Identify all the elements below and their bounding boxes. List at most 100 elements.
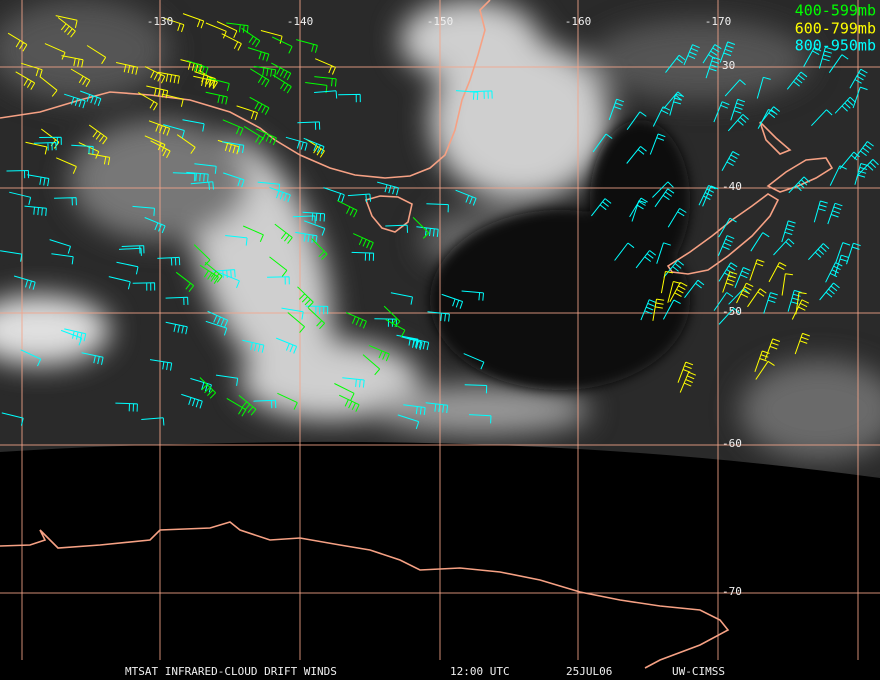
wind-barb <box>377 181 399 196</box>
wind-barb <box>759 106 781 125</box>
wind-barb <box>305 138 325 158</box>
wind-barb <box>764 338 781 360</box>
longitude-label: -130 <box>147 15 174 28</box>
wind-barb <box>24 205 47 216</box>
wind-barb <box>719 41 736 63</box>
wind-barb <box>217 139 240 155</box>
wind-barb <box>338 93 361 103</box>
wind-barb <box>121 245 145 254</box>
wind-barb <box>0 250 23 262</box>
wind-barb <box>338 394 360 412</box>
wind-barb <box>347 193 371 203</box>
wind-barb <box>25 141 48 155</box>
wind-barb <box>468 414 492 424</box>
wind-barb <box>652 298 665 321</box>
wind-barb <box>39 76 58 97</box>
wind-barb <box>635 250 657 269</box>
wind-barb <box>834 96 857 114</box>
wind-barb <box>205 320 228 336</box>
wind-barb <box>788 176 810 194</box>
wind-barb <box>362 354 381 376</box>
wind-barb <box>684 279 705 299</box>
latitude-labels: 30 -40 -50 -60 -70 <box>722 59 742 598</box>
wind-barb <box>182 119 205 132</box>
wind-barb <box>212 269 236 279</box>
wind-barb <box>315 58 336 75</box>
wind-barb <box>846 242 861 265</box>
wind-barb <box>269 187 291 203</box>
wind-barb <box>311 238 328 260</box>
wind-barb <box>390 292 413 305</box>
wind-barb <box>839 151 860 170</box>
wind-barb <box>148 120 171 136</box>
wind-barb <box>144 66 166 84</box>
wind-barb <box>7 32 28 52</box>
clouds <box>0 0 880 460</box>
wind-barb <box>592 133 613 153</box>
wind-barb <box>205 22 227 39</box>
wind-barb <box>172 172 196 182</box>
wind-barb <box>222 119 244 136</box>
wind-barb <box>754 350 770 372</box>
wind-barb <box>157 256 181 266</box>
wind-barb <box>13 275 36 290</box>
wind-barb <box>813 200 828 223</box>
wind-barb <box>722 271 738 293</box>
wind-barb <box>243 125 264 145</box>
wind-barb <box>303 137 325 154</box>
antarctica-coast <box>0 521 730 669</box>
wind-barb <box>249 96 270 115</box>
wind-barb <box>176 134 196 154</box>
wind-barb <box>199 264 219 284</box>
wind-barb <box>663 91 685 110</box>
wind-barb <box>55 15 78 29</box>
wind-barb <box>640 299 657 321</box>
wind-barb <box>718 217 737 238</box>
coastlines <box>0 0 834 669</box>
wind-barb <box>186 171 209 182</box>
wind-barb <box>416 226 439 237</box>
wind-barb <box>649 133 666 155</box>
wind-barb <box>808 243 830 261</box>
wind-barb <box>163 124 185 139</box>
wind-barb <box>276 337 298 354</box>
wind-barb <box>756 76 771 99</box>
wind-barb <box>267 276 290 285</box>
wind-barb <box>303 220 326 236</box>
wind-barb <box>216 21 238 39</box>
wind-barb <box>351 251 375 261</box>
australia-coast <box>0 0 491 179</box>
latitude-label: 30 <box>722 59 735 72</box>
wind-barb <box>342 377 365 388</box>
wind-barb <box>368 344 390 362</box>
latitude-label: -70 <box>722 585 742 598</box>
wind-barb <box>39 136 62 146</box>
wind-barb <box>461 290 484 301</box>
wind-barb <box>835 242 851 264</box>
wind-barb <box>854 163 869 185</box>
wind-barb <box>334 383 355 401</box>
wind-barb <box>80 90 102 106</box>
wind-barb <box>755 360 775 380</box>
wind-barb <box>271 36 293 54</box>
wind-barb <box>87 153 111 166</box>
wind-barb <box>57 17 76 38</box>
wind-barb <box>51 253 74 265</box>
wind-barb <box>608 98 625 121</box>
wind-barb <box>86 45 107 65</box>
wind-barb <box>218 272 240 289</box>
wind-barb <box>54 197 77 206</box>
nz-north-coast <box>759 121 834 193</box>
wind-barb <box>426 203 449 213</box>
wind-barb <box>215 374 239 386</box>
wind-barb <box>70 68 91 88</box>
wind-barb <box>857 159 879 176</box>
wind-barb <box>663 260 685 278</box>
wind-barbs <box>0 13 879 430</box>
wind-barb <box>6 170 30 179</box>
wind-barb <box>243 225 264 243</box>
legend-entry: 400-599mb <box>795 2 876 20</box>
wind-barb <box>345 312 367 329</box>
wind-barb <box>242 339 265 353</box>
